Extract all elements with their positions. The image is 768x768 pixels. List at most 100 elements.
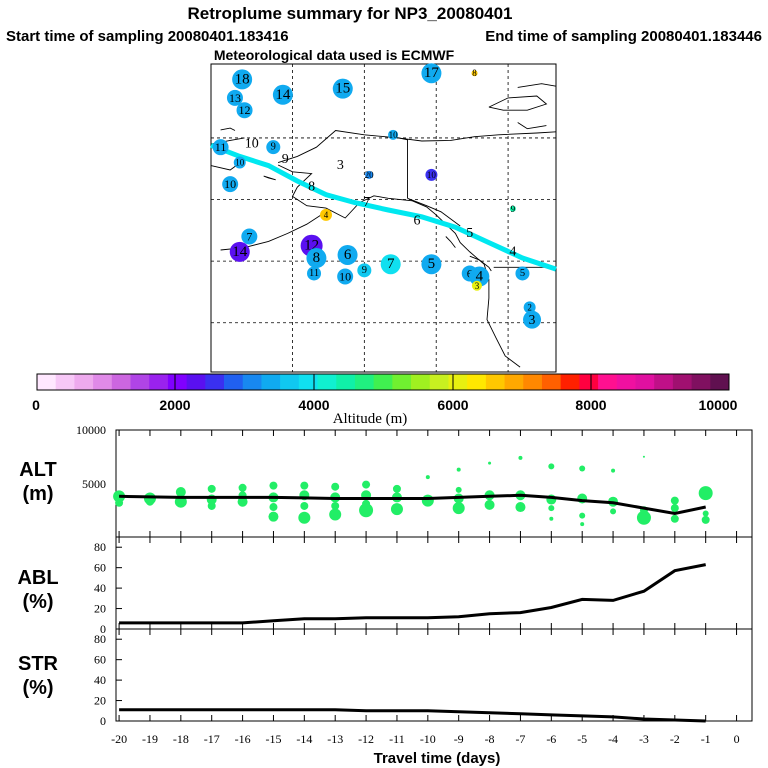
colorbar-swatch: [467, 374, 487, 390]
cluster-day-label: 10: [224, 177, 236, 191]
cluster-marker: [357, 263, 372, 278]
cluster-day-label: 20: [365, 170, 375, 180]
cluster-marker: [332, 78, 353, 99]
y-tick-label: 40: [94, 673, 106, 687]
cluster-marker: [307, 266, 322, 281]
cluster-marker: [523, 310, 542, 329]
altitude-colorbar: [36, 373, 730, 391]
alt-scatter-dot: [390, 503, 403, 516]
alt-scatter-dot: [115, 498, 124, 507]
cluster-marker: [222, 176, 239, 193]
abl-panel-unit: (%): [22, 591, 53, 613]
x-tick-label: -11: [389, 732, 405, 746]
coastline: [517, 83, 557, 88]
colorbar-swatch: [149, 374, 169, 390]
coastline: [517, 122, 547, 130]
colorbar-swatch: [336, 374, 356, 390]
colorbar-tick: 8000: [575, 397, 606, 413]
x-tick-label: -18: [173, 732, 189, 746]
alt-scatter-dot: [701, 515, 710, 524]
cluster-day-label: 11: [215, 140, 227, 154]
alt-scatter-dot: [392, 484, 401, 493]
cluster-day-label: 10: [427, 170, 437, 180]
cluster-day-label: 6: [344, 247, 352, 263]
alt-ytick: 5000: [82, 477, 106, 491]
colorbar-swatch: [523, 374, 543, 390]
alt-scatter-dot: [636, 510, 651, 525]
cluster-day-label: 5: [520, 268, 525, 279]
colorbar-swatch: [579, 374, 599, 390]
abl-line: [119, 563, 706, 625]
alt-scatter-dot: [359, 503, 374, 518]
x-tick-label: -7: [515, 732, 525, 746]
x-tick-label: -14: [296, 732, 312, 746]
coastline: [488, 95, 548, 111]
abl-panel-label: ABL: [17, 567, 58, 589]
cluster-day-label: 5: [428, 256, 436, 272]
str-panel-label: STR: [18, 653, 59, 675]
colorbar-swatch: [298, 374, 318, 390]
colorbar-swatch: [242, 374, 262, 390]
cluster-marker: [233, 156, 246, 169]
x-tick-labels: -20 -19 -18 -17 -16 -15 -14 -13 -12 -11 -10 -9 -8 -7-…: [111, 732, 739, 746]
alt-scatter-dot: [175, 487, 186, 498]
x-tick-label: -12: [358, 732, 374, 746]
cluster-day-label: 11: [309, 268, 319, 279]
alt-scatter-dot: [298, 511, 311, 524]
cluster-marker: [471, 280, 482, 291]
cluster-day-label: 10: [235, 158, 245, 168]
colorbar-swatch: [616, 374, 636, 390]
cluster-marker: [421, 254, 442, 275]
alt-scatter-dot: [269, 481, 278, 490]
trajectory-day-label: 4: [509, 244, 516, 259]
cluster-marker: [212, 139, 229, 156]
alt-scatter-dot: [300, 501, 309, 510]
alt-scatter-dot: [145, 497, 154, 506]
alt-mean-line: [119, 493, 707, 516]
colorbar-tick: 4000: [298, 397, 329, 413]
alt-scatter-dot: [670, 504, 679, 513]
str-line: [119, 708, 706, 723]
cluster-marker: [425, 168, 438, 181]
coastline: [407, 197, 461, 227]
cluster-day-label: 14: [232, 244, 248, 260]
colorbar-swatch: [205, 374, 225, 390]
cluster-day-label: 12: [239, 103, 251, 117]
str-panel-frame: [115, 628, 753, 722]
x-tick-label: -2: [670, 732, 680, 746]
colorbar-tick: 0: [32, 397, 40, 413]
abl-xticks: [118, 537, 738, 629]
colorbar-swatch: [261, 374, 281, 390]
cluster-marker: [232, 69, 253, 90]
y-tick-label: 80: [94, 540, 106, 554]
start-time-label: Start time of sampling 20080401.183416: [6, 28, 289, 45]
colorbar-swatch: [691, 374, 711, 390]
colorbar-tick-labels: 0 2000 4000 6000 8000 10000: [32, 397, 738, 413]
x-tick-label: -1: [701, 732, 711, 746]
coastline: [445, 236, 456, 248]
alt-scatter-dot: [268, 511, 279, 522]
colorbar-swatch: [224, 374, 244, 390]
y-tick-label: 60: [94, 561, 106, 575]
colorbar-swatch: [167, 374, 188, 390]
cluster-day-label: 9: [511, 204, 516, 214]
coastline: [277, 164, 521, 368]
alt-scatter-dot: [269, 503, 278, 512]
cluster-marker: [272, 84, 293, 105]
coastline: [277, 130, 557, 164]
alt-scatter-dot: [670, 514, 679, 523]
alt-scatter-dot: [580, 522, 585, 527]
colorbar-tick: 10000: [699, 397, 738, 413]
alt-scatter-dot: [207, 501, 216, 510]
x-tick-label: 0: [734, 732, 740, 746]
trajectory-day-label: 8: [308, 180, 315, 195]
cluster-marker: [515, 266, 530, 281]
alt-scatter-dot: [455, 486, 462, 493]
end-time-label: End time of sampling 20080401.183446: [485, 28, 762, 45]
colorbar-tick: 6000: [437, 397, 468, 413]
alt-scatter-dot: [579, 465, 586, 472]
cluster-day-label: 4: [476, 269, 484, 285]
x-tick-label: -10: [420, 732, 436, 746]
